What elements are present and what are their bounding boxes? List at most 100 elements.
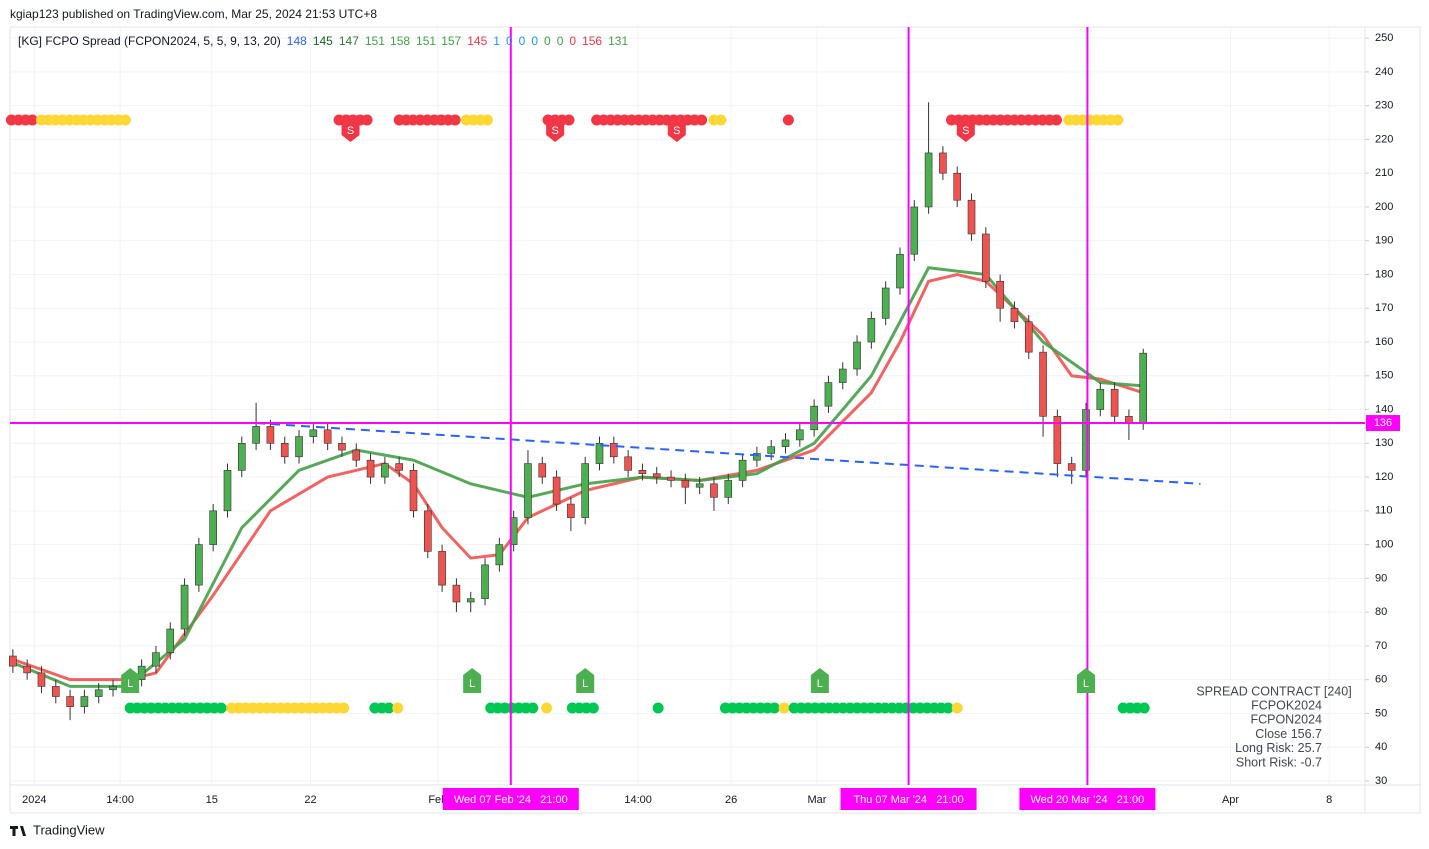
candle-body — [881, 287, 890, 319]
candle-body — [767, 446, 776, 454]
indicator-value: 0 — [544, 34, 551, 48]
candle-body — [953, 172, 962, 201]
x-tick-label: 8 — [1326, 794, 1332, 806]
candle-body — [695, 483, 704, 488]
indicator-legend: [KG] FCPO Spread (FCPON2024, 5, 5, 9, 13… — [18, 34, 628, 48]
y-tick-label: 220 — [1375, 133, 1393, 145]
candle-body — [652, 473, 661, 478]
footer: TradingView — [33, 822, 105, 837]
candle-body — [481, 564, 489, 599]
price-label-bg — [1366, 415, 1400, 432]
candle-body — [295, 436, 303, 458]
y-tick-label: 50 — [1375, 707, 1387, 719]
x-tick-label: 26 — [725, 794, 737, 806]
indicator-value: 131 — [608, 34, 628, 48]
candle-body — [753, 453, 761, 461]
indicator-value: 148 — [287, 34, 307, 48]
buy-signal — [121, 668, 140, 693]
x-tick-label: Feb — [428, 794, 447, 806]
candle-body — [1067, 463, 1076, 471]
indicator-value: 147 — [339, 34, 359, 48]
y-tick-label: 100 — [1375, 539, 1393, 551]
candle-body — [724, 480, 733, 498]
candle-body — [681, 480, 690, 488]
indicator-value: 0 — [569, 34, 576, 48]
date-label: Wed 20 Mar '24 21:00 — [1031, 794, 1145, 806]
signal-label: L — [127, 678, 133, 690]
candle-body — [252, 426, 260, 444]
candle-body — [567, 503, 575, 518]
candle-body — [180, 584, 189, 630]
info-line: Short Risk: -0.7 — [1236, 755, 1322, 769]
signal-label: L — [817, 678, 823, 690]
buy-signal — [1076, 668, 1095, 693]
indicator-value: 0 — [531, 34, 538, 48]
date-label: Thu 07 Mar '24 21:00 — [853, 794, 963, 806]
sell-signal — [546, 117, 565, 142]
candle-body — [438, 551, 446, 586]
y-tick-label: 140 — [1375, 403, 1393, 415]
y-tick-label: 240 — [1375, 66, 1393, 78]
candle-body — [137, 665, 146, 680]
candle-body — [424, 510, 432, 552]
candle-body — [495, 544, 504, 566]
candle-body — [982, 233, 990, 282]
x-tick-label: 15 — [206, 794, 218, 806]
candle-body — [824, 382, 833, 407]
info-line: SPREAD CONTRACT [240] — [1196, 684, 1351, 698]
x-tick-label: 22 — [304, 794, 316, 806]
candle-body — [209, 510, 217, 545]
date-label-bg — [1019, 788, 1156, 810]
candle-body — [223, 470, 232, 512]
candle-body — [452, 584, 461, 603]
indicator-value: 145 — [313, 34, 333, 48]
buy-signal — [463, 668, 482, 693]
y-tick-label: 180 — [1375, 268, 1393, 280]
buy-signal — [576, 668, 595, 693]
indicator-value: 151 — [416, 34, 436, 48]
candle-body — [338, 443, 346, 451]
candle-body — [1082, 409, 1090, 471]
x-tick-label: 2024 — [22, 794, 46, 806]
candle-body — [395, 463, 403, 471]
candle-body — [1110, 388, 1119, 417]
candle-body — [896, 253, 904, 289]
candle-body — [1024, 321, 1033, 353]
y-tick-label: 160 — [1375, 336, 1393, 348]
candle-body — [1053, 415, 1062, 464]
candle-body — [195, 544, 203, 586]
sell-signal — [956, 117, 975, 142]
info-line: FCPON2024 — [1250, 713, 1322, 727]
candle-body — [595, 443, 604, 464]
candle-body — [781, 439, 790, 447]
candle-body — [381, 463, 389, 478]
date-label-bg — [840, 788, 977, 810]
candle-body — [1039, 351, 1047, 417]
candle-body — [94, 689, 103, 697]
plot — [5, 102, 1201, 721]
candle-body — [552, 476, 561, 505]
y-tick-label: 120 — [1375, 471, 1393, 483]
candle-body — [910, 206, 919, 255]
candle-body — [66, 696, 74, 707]
info-line: Long Risk: 25.7 — [1235, 741, 1322, 755]
signal-label: S — [962, 125, 969, 137]
y-tick-label: 230 — [1375, 100, 1393, 112]
candle-body — [309, 429, 318, 437]
candle-body — [524, 463, 532, 518]
y-tick-label: 70 — [1375, 640, 1387, 652]
candle-body — [838, 368, 847, 383]
y-tick-label: 130 — [1375, 437, 1393, 449]
y-tick-label: 250 — [1375, 32, 1393, 44]
candle-body — [1139, 352, 1148, 424]
y-tick-label: 170 — [1375, 302, 1393, 314]
trend-line — [256, 422, 1201, 485]
candle-body — [738, 459, 747, 481]
x-tick-label: Apr — [1222, 794, 1239, 806]
candle-body — [266, 426, 275, 444]
y-tick-label: 110 — [1375, 505, 1393, 517]
date-label-bg — [442, 788, 579, 810]
signal-label: S — [347, 125, 354, 137]
